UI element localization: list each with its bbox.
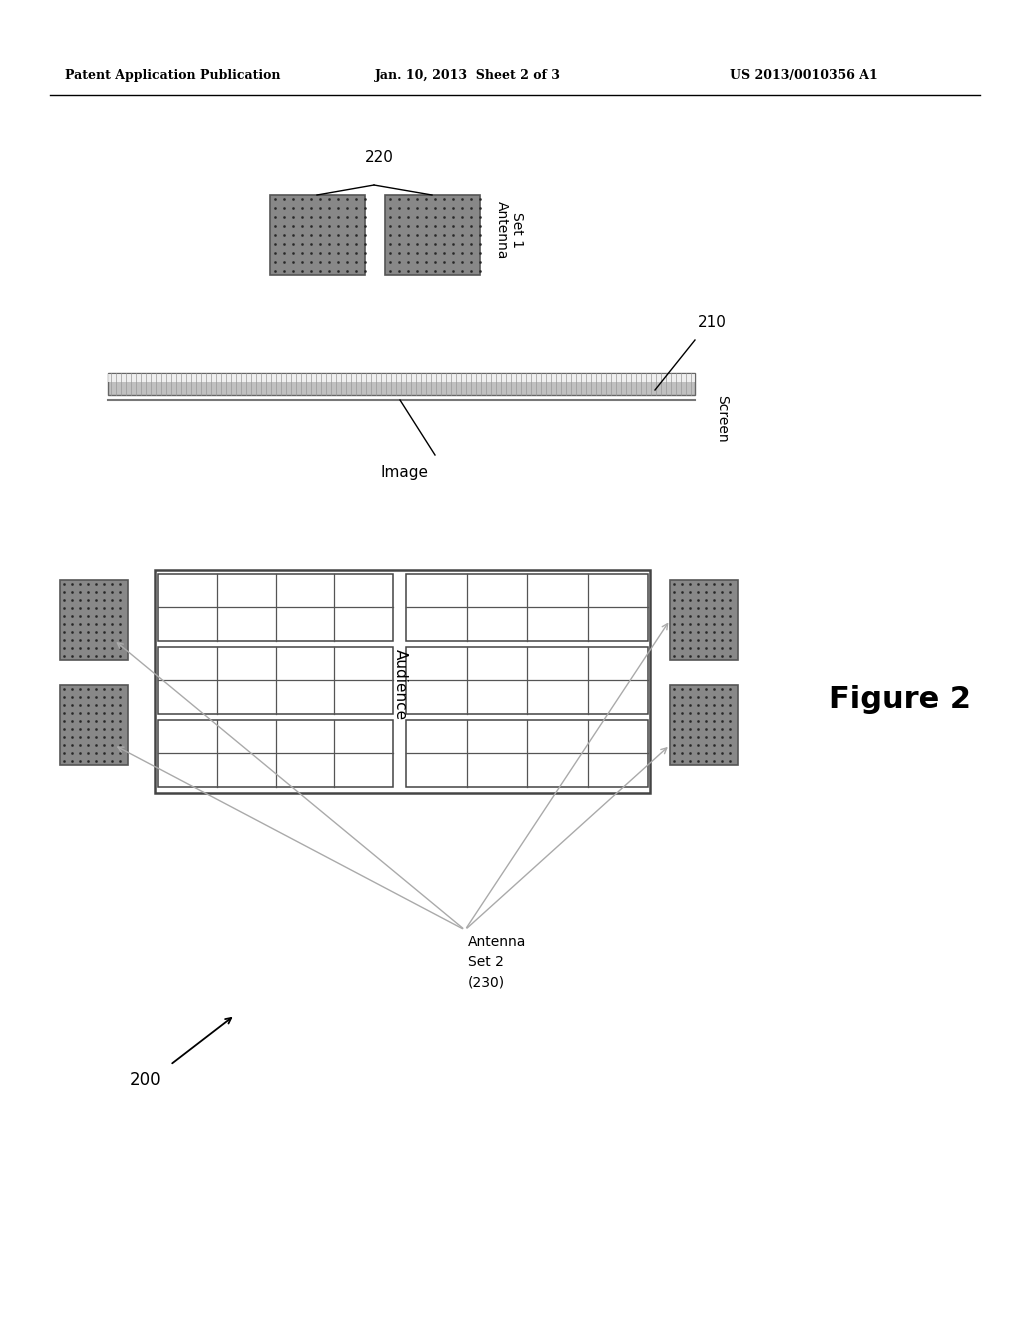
Bar xyxy=(60,579,128,660)
Bar xyxy=(406,574,648,642)
Text: US 2013/0010356 A1: US 2013/0010356 A1 xyxy=(730,69,878,82)
Text: 220: 220 xyxy=(365,150,393,165)
Text: Antenna: Antenna xyxy=(468,935,526,949)
Bar xyxy=(270,195,365,275)
Text: Image: Image xyxy=(380,465,428,480)
Bar xyxy=(60,685,128,766)
Bar xyxy=(158,719,393,787)
Bar xyxy=(385,195,480,275)
Bar xyxy=(406,719,648,787)
Bar xyxy=(670,685,738,766)
Text: Set 1: Set 1 xyxy=(510,213,524,248)
Bar xyxy=(155,570,650,793)
Text: Patent Application Publication: Patent Application Publication xyxy=(65,69,281,82)
Text: 200: 200 xyxy=(130,1071,162,1089)
Bar xyxy=(406,647,648,714)
Text: Antenna: Antenna xyxy=(495,201,509,259)
Text: Figure 2: Figure 2 xyxy=(829,685,971,714)
Bar xyxy=(158,574,393,642)
Text: Audience: Audience xyxy=(392,649,408,721)
Bar xyxy=(158,647,393,714)
Bar xyxy=(670,579,738,660)
Text: (230): (230) xyxy=(468,975,505,989)
Text: Jan. 10, 2013  Sheet 2 of 3: Jan. 10, 2013 Sheet 2 of 3 xyxy=(375,69,561,82)
Bar xyxy=(108,374,695,395)
Text: Set 2: Set 2 xyxy=(468,954,504,969)
Text: 210: 210 xyxy=(698,315,727,330)
Text: Screen: Screen xyxy=(715,395,729,442)
Bar xyxy=(108,374,695,381)
